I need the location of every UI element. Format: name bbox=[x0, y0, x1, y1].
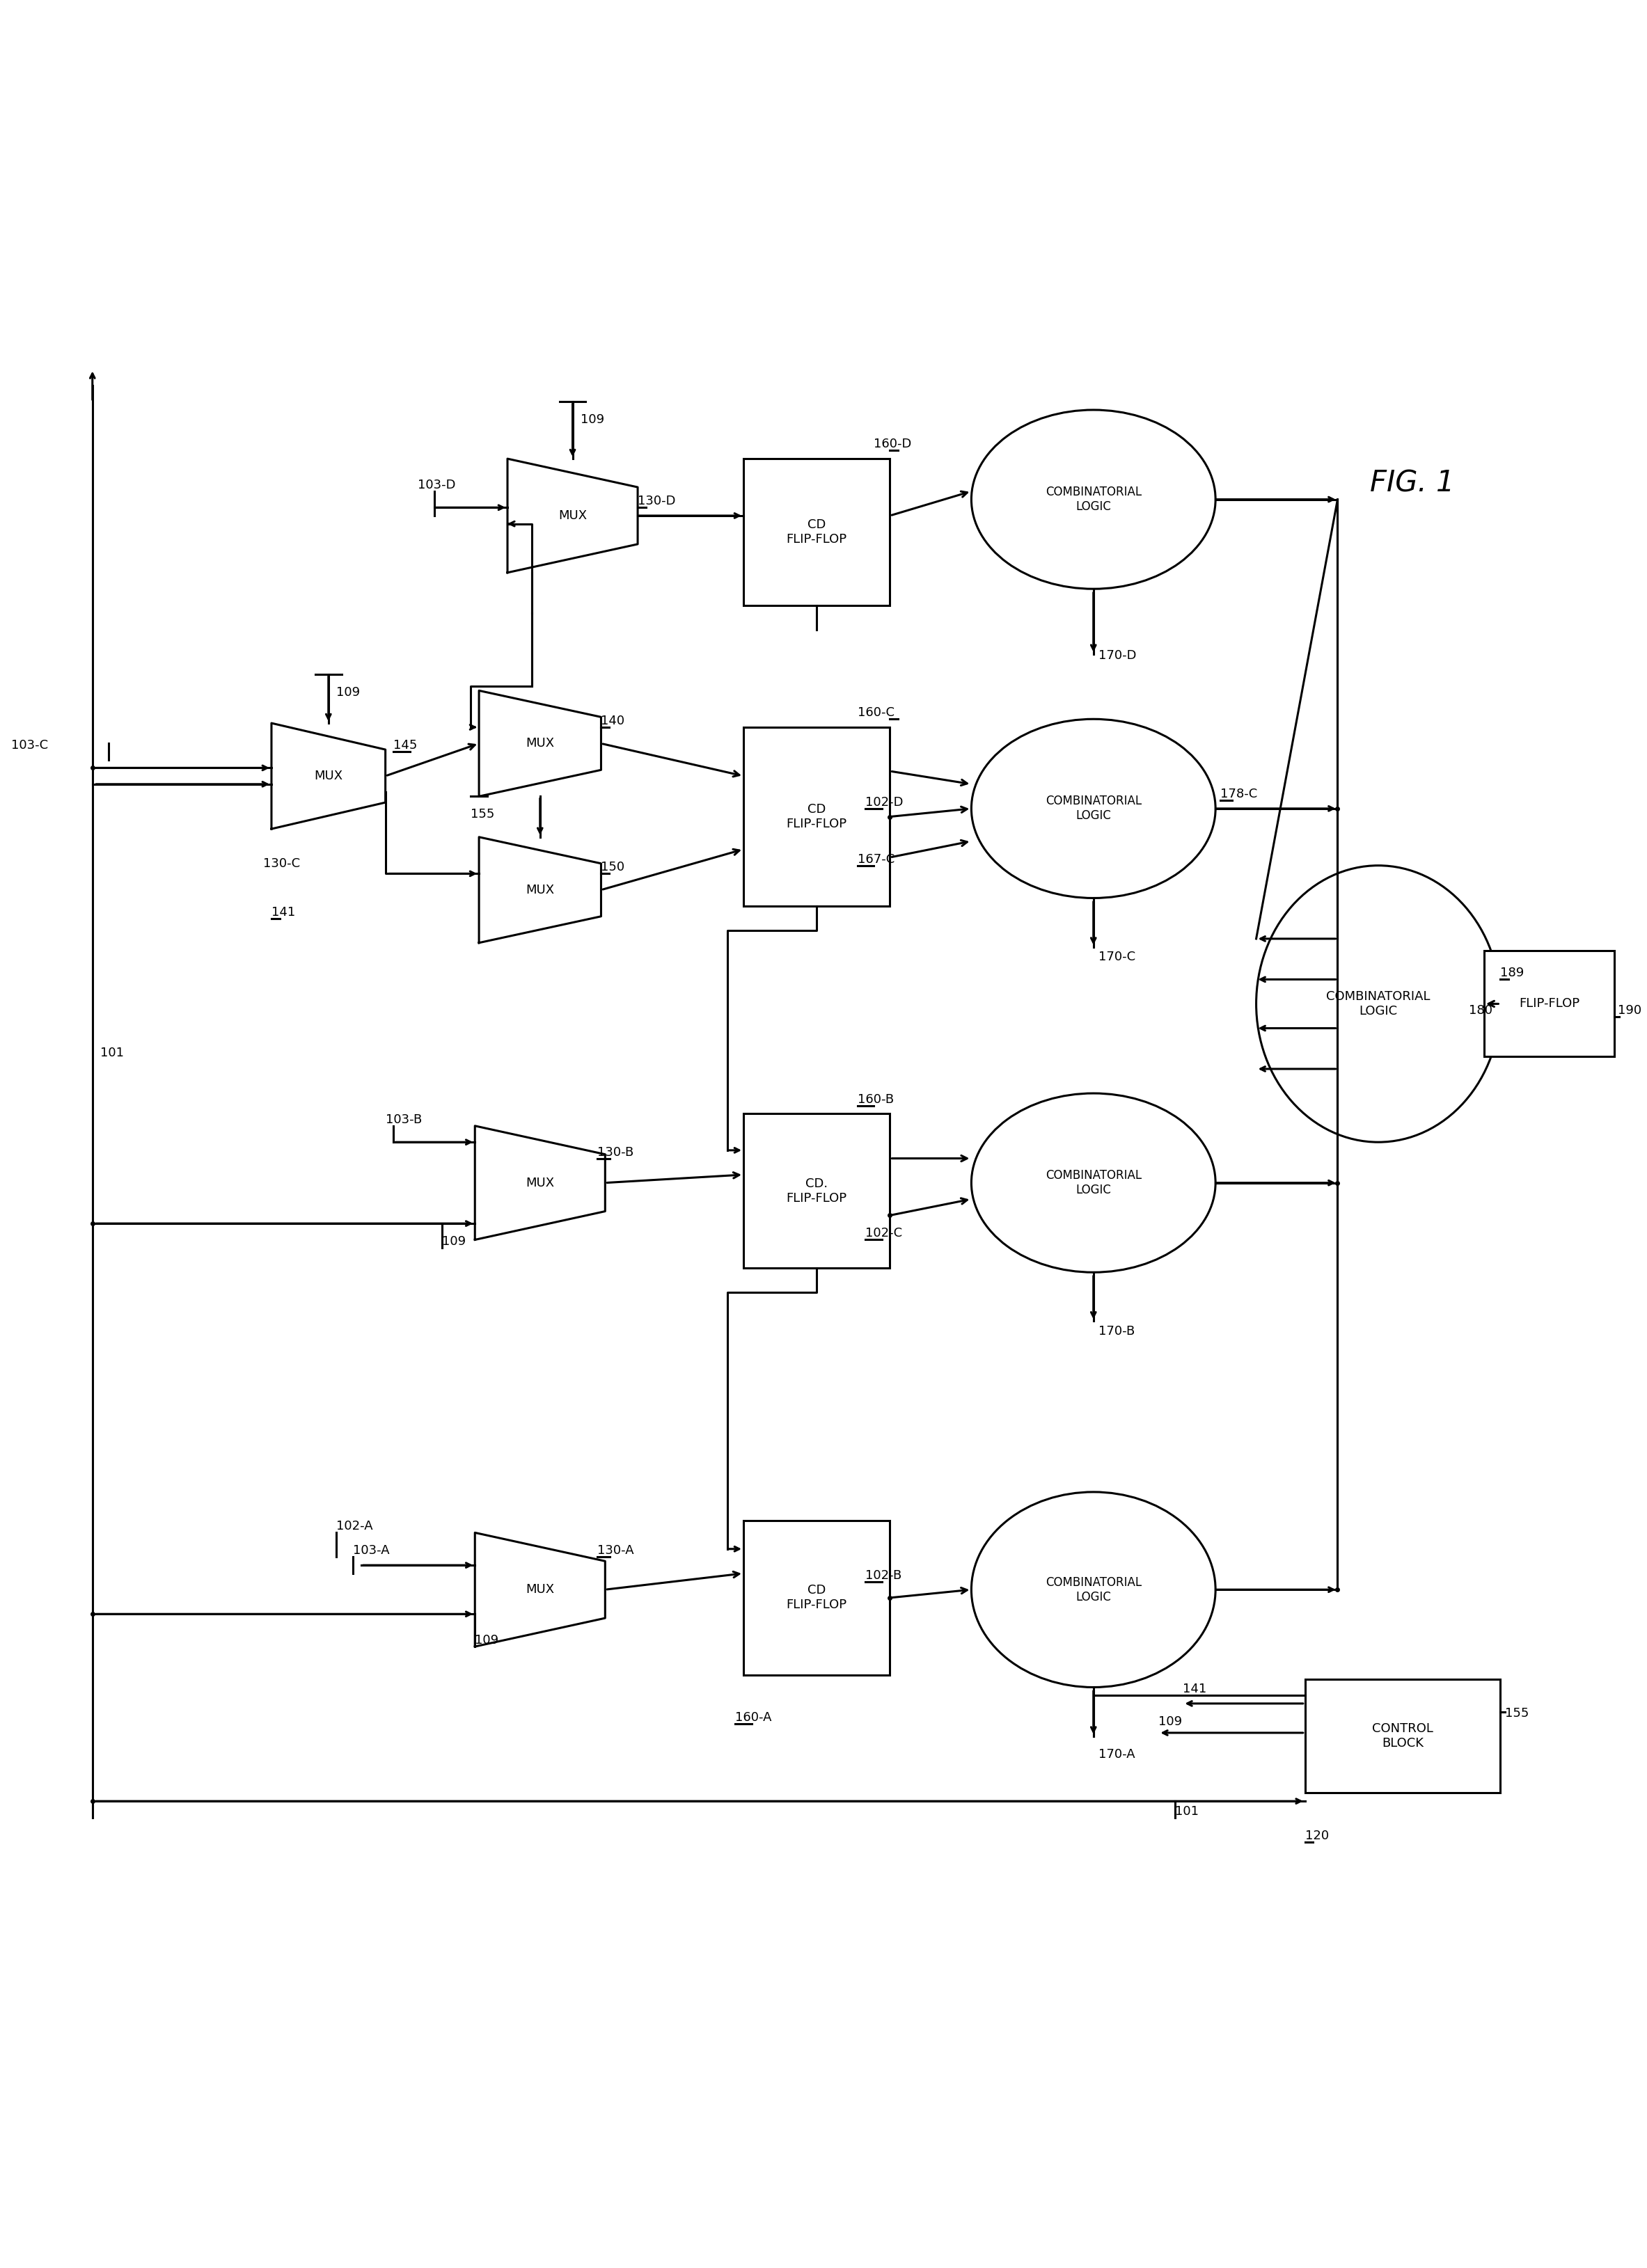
Text: 130-A: 130-A bbox=[596, 1545, 634, 1558]
Text: 140: 140 bbox=[601, 714, 624, 728]
Text: MUX: MUX bbox=[525, 1583, 555, 1597]
Bar bbox=[743, 1520, 889, 1676]
Text: 170-B: 170-B bbox=[1099, 1325, 1135, 1338]
Text: 130-B: 130-B bbox=[596, 1145, 634, 1159]
Text: 102-B: 102-B bbox=[866, 1569, 903, 1581]
Ellipse shape bbox=[1257, 866, 1500, 1143]
Text: 120: 120 bbox=[1304, 1830, 1329, 1842]
Text: MUX: MUX bbox=[525, 737, 555, 751]
Text: 170-C: 170-C bbox=[1099, 950, 1135, 964]
Text: 102-A: 102-A bbox=[336, 1520, 374, 1533]
Text: COMBINATORIAL
LOGIC: COMBINATORIAL LOGIC bbox=[1046, 1170, 1141, 1195]
Text: CD
FLIP-FLOP: CD FLIP-FLOP bbox=[786, 803, 847, 830]
Polygon shape bbox=[479, 837, 601, 943]
Text: 170-D: 170-D bbox=[1099, 649, 1136, 662]
Text: 103-D: 103-D bbox=[418, 479, 456, 492]
Bar bbox=[1304, 1678, 1500, 1794]
Text: 103-C: 103-C bbox=[12, 739, 48, 751]
Polygon shape bbox=[474, 1125, 604, 1241]
Text: 103-B: 103-B bbox=[385, 1114, 422, 1125]
Text: 155: 155 bbox=[471, 807, 494, 821]
Text: MUX: MUX bbox=[558, 510, 586, 522]
Text: COMBINATORIAL
LOGIC: COMBINATORIAL LOGIC bbox=[1046, 796, 1141, 821]
Text: COMBINATORIAL
LOGIC: COMBINATORIAL LOGIC bbox=[1046, 485, 1141, 513]
Text: MUX: MUX bbox=[525, 1177, 555, 1188]
Text: MUX: MUX bbox=[315, 769, 343, 782]
Text: CONTROL
BLOCK: CONTROL BLOCK bbox=[1372, 1724, 1433, 1749]
Text: 160-D: 160-D bbox=[873, 438, 911, 451]
Text: MUX: MUX bbox=[525, 885, 555, 896]
Text: 109: 109 bbox=[581, 413, 604, 426]
Ellipse shape bbox=[972, 1093, 1215, 1272]
Text: 155: 155 bbox=[1505, 1708, 1528, 1719]
Text: 102-C: 102-C bbox=[866, 1227, 903, 1241]
Text: 103-A: 103-A bbox=[352, 1545, 389, 1558]
Text: 102-D: 102-D bbox=[866, 796, 904, 810]
Bar bbox=[743, 728, 889, 907]
Text: 150: 150 bbox=[601, 862, 624, 873]
Text: 101: 101 bbox=[1174, 1805, 1199, 1817]
Text: 109: 109 bbox=[1158, 1715, 1183, 1728]
Text: 141: 141 bbox=[272, 905, 295, 919]
Bar bbox=[743, 458, 889, 606]
Text: 189: 189 bbox=[1500, 966, 1523, 980]
Bar bbox=[743, 1114, 889, 1268]
Text: 160-C: 160-C bbox=[858, 708, 894, 719]
Ellipse shape bbox=[972, 719, 1215, 898]
Text: 167-C: 167-C bbox=[858, 853, 894, 866]
Text: CD
FLIP-FLOP: CD FLIP-FLOP bbox=[786, 1585, 847, 1610]
Text: COMBINATORIAL
LOGIC: COMBINATORIAL LOGIC bbox=[1326, 991, 1430, 1018]
Text: COMBINATORIAL
LOGIC: COMBINATORIAL LOGIC bbox=[1046, 1576, 1141, 1603]
Text: 160-A: 160-A bbox=[735, 1712, 772, 1724]
Text: 141: 141 bbox=[1183, 1683, 1207, 1696]
Text: 178-C: 178-C bbox=[1220, 787, 1257, 801]
Text: 101: 101 bbox=[100, 1046, 124, 1059]
Text: CD
FLIP-FLOP: CD FLIP-FLOP bbox=[786, 519, 847, 544]
Text: 109: 109 bbox=[336, 687, 361, 699]
Text: 130-C: 130-C bbox=[264, 857, 300, 869]
Text: 109: 109 bbox=[443, 1236, 466, 1247]
Polygon shape bbox=[479, 689, 601, 796]
Text: 145: 145 bbox=[394, 739, 417, 751]
Ellipse shape bbox=[972, 1492, 1215, 1687]
Text: 190: 190 bbox=[1617, 1005, 1642, 1016]
Text: 160-B: 160-B bbox=[858, 1093, 894, 1105]
Text: FIG. 1: FIG. 1 bbox=[1370, 469, 1454, 497]
Text: 109: 109 bbox=[474, 1633, 499, 1647]
Text: 130-D: 130-D bbox=[637, 494, 675, 508]
Polygon shape bbox=[474, 1533, 604, 1647]
Polygon shape bbox=[272, 723, 385, 828]
Text: CD.
FLIP-FLOP: CD. FLIP-FLOP bbox=[786, 1177, 847, 1204]
Text: 180: 180 bbox=[1469, 1005, 1492, 1016]
Ellipse shape bbox=[972, 411, 1215, 590]
Text: FLIP-FLOP: FLIP-FLOP bbox=[1519, 998, 1579, 1009]
Text: 170-A: 170-A bbox=[1099, 1749, 1135, 1760]
Bar bbox=[1484, 950, 1614, 1057]
Polygon shape bbox=[507, 458, 637, 572]
